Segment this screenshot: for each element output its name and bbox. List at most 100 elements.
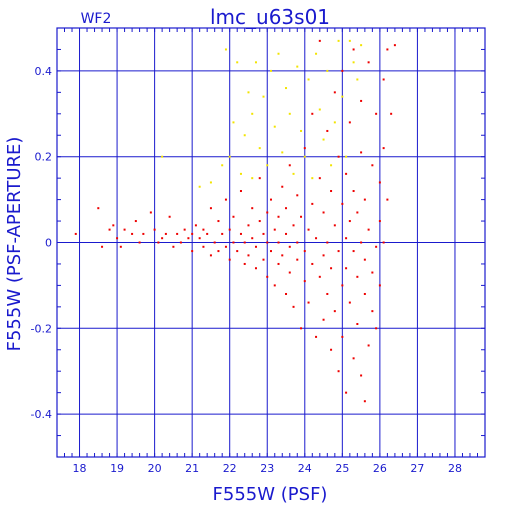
grid-lines [57, 28, 485, 457]
outlier-point [224, 48, 227, 51]
data-point [288, 271, 291, 274]
x-axis-ticks: 18 19 20 21 22 23 24 25 26 27 28 [56, 28, 486, 475]
data-point [345, 391, 348, 394]
data-point [277, 262, 280, 265]
data-point [393, 44, 396, 47]
data-point [161, 237, 164, 240]
outlier-point [239, 172, 242, 175]
data-point [236, 250, 239, 253]
data-point [333, 310, 336, 313]
data-point [311, 202, 314, 205]
data-point [277, 215, 280, 218]
data-point [375, 245, 378, 248]
data-point [285, 232, 288, 235]
data-point [345, 172, 348, 175]
data-point [119, 245, 122, 248]
outlier-point [352, 61, 355, 64]
data-point [273, 228, 276, 231]
outlier-point [300, 129, 303, 132]
data-point [315, 335, 318, 338]
data-point [134, 220, 137, 223]
data-point [386, 48, 389, 51]
data-point [296, 241, 299, 244]
outlier-point [330, 164, 333, 167]
data-point [273, 284, 276, 287]
y-tick-label: 0.4 [35, 65, 53, 78]
data-point [221, 232, 224, 235]
data-point [300, 327, 303, 330]
outlier-point [161, 155, 164, 158]
x-tick-label: 20 [148, 462, 162, 475]
data-point [363, 198, 366, 201]
data-point [138, 241, 141, 244]
outlier-point [266, 164, 269, 167]
outlier-point [262, 95, 265, 98]
data-point [176, 232, 179, 235]
data-point [303, 250, 306, 253]
y-tick-label: 0 [45, 237, 52, 250]
outlier-point [285, 87, 288, 90]
data-point [266, 211, 269, 214]
data-point [288, 164, 291, 167]
data-point [363, 292, 366, 295]
data-point [251, 237, 254, 240]
data-point [375, 327, 378, 330]
data-point [322, 318, 325, 321]
data-point [322, 254, 325, 257]
data-point [363, 258, 366, 261]
data-point [367, 228, 370, 231]
data-point [341, 335, 344, 338]
data-points [74, 39, 396, 403]
data-point [266, 275, 269, 278]
data-point [352, 48, 355, 51]
outlier-point [243, 134, 246, 137]
data-point [341, 284, 344, 287]
data-point [270, 250, 272, 253]
data-point [326, 292, 329, 295]
outlier-point [221, 164, 224, 167]
x-axis-title: F555W (PSF) [213, 484, 328, 505]
data-point [386, 198, 389, 201]
outlier-point [345, 155, 348, 158]
data-point [243, 262, 246, 265]
data-point [108, 228, 111, 231]
data-point [360, 374, 363, 377]
data-point [74, 232, 77, 235]
data-point [345, 237, 348, 240]
data-point [217, 220, 220, 223]
data-point [330, 190, 333, 193]
data-point [123, 228, 126, 231]
y-axis-title: F555W (PSF-APERTURE) [4, 137, 25, 352]
data-point [116, 237, 119, 240]
data-point [292, 224, 295, 227]
data-point [311, 112, 314, 115]
data-point [112, 224, 115, 227]
data-point [270, 198, 272, 201]
data-point [239, 232, 242, 235]
data-point [224, 198, 227, 201]
data-point [285, 292, 288, 295]
data-point [307, 301, 310, 304]
outlier-point [322, 138, 325, 141]
data-point [296, 194, 299, 197]
data-point [371, 164, 374, 167]
data-point [333, 224, 336, 227]
data-point [326, 241, 329, 244]
data-point [378, 181, 381, 184]
data-point [326, 129, 329, 132]
outlier-point [360, 44, 363, 47]
data-point [348, 301, 351, 304]
x-tick-label: 28 [448, 462, 462, 475]
data-point [183, 228, 186, 231]
data-point [296, 258, 299, 261]
data-point [206, 232, 209, 235]
data-point [382, 147, 385, 150]
data-point [224, 245, 227, 248]
outlier-point [337, 39, 340, 42]
x-tick-label: 27 [410, 462, 424, 475]
data-point [262, 232, 265, 235]
x-tick-label: 23 [260, 462, 274, 475]
data-point [348, 121, 351, 124]
data-point [311, 262, 314, 265]
